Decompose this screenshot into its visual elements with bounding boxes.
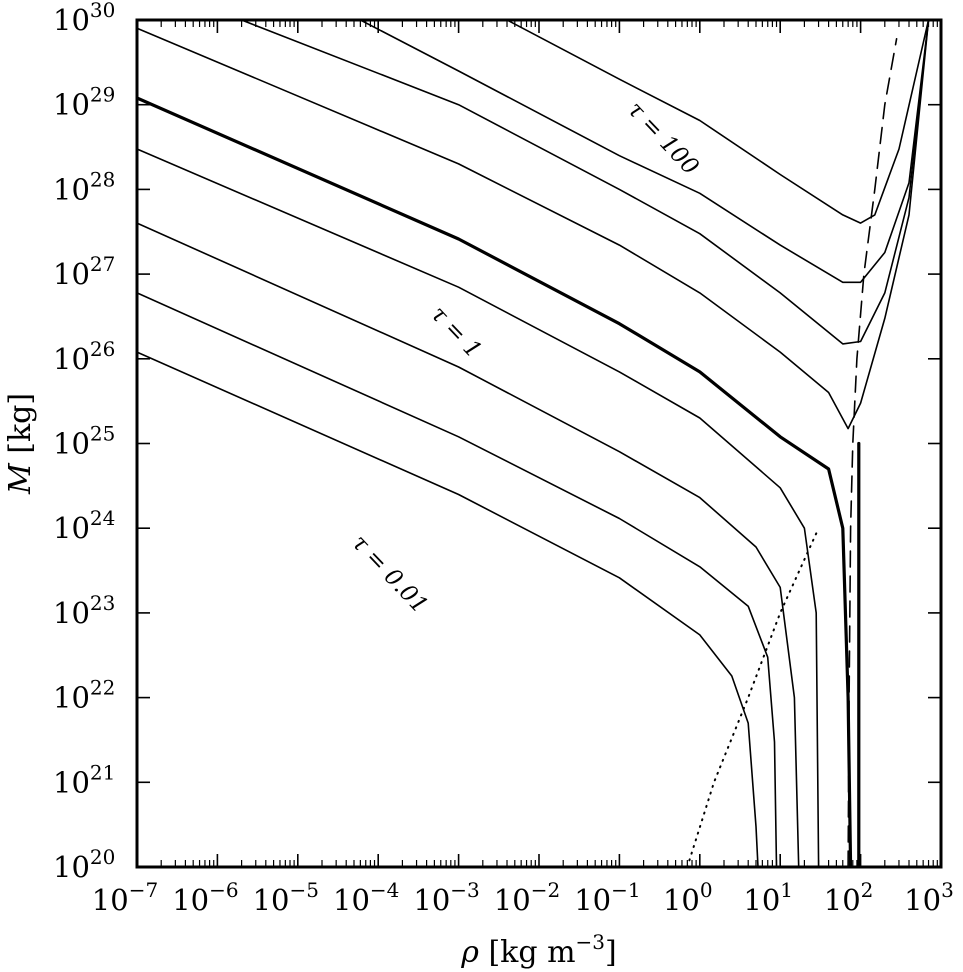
series-layer	[137, 20, 930, 867]
y-tick-label: 1030	[53, 0, 115, 37]
y-tick-label: 1023	[53, 591, 115, 630]
y-tick-label: 1028	[53, 167, 115, 206]
x-tick-label: 103	[904, 878, 954, 917]
x-tick-label: 102	[824, 878, 874, 917]
x-tick-label: 101	[743, 878, 793, 917]
series-line-1	[137, 351, 759, 867]
series-line-5	[137, 96, 853, 867]
y-tick-label: 1029	[53, 83, 115, 122]
series-line-6	[137, 20, 930, 430]
series-line-10	[847, 38, 898, 867]
x-tick-label: 100	[663, 878, 713, 917]
series-line-8	[359, 20, 930, 284]
series-line-9	[506, 20, 930, 224]
x-tick-label: 10−2	[494, 878, 560, 917]
y-tick-label: 1020	[53, 845, 115, 884]
series-line-3	[137, 222, 800, 867]
x-axis-label: ρ [kg m−3]	[460, 930, 616, 970]
series-line-4	[137, 148, 820, 867]
y-tick-label: 1022	[53, 676, 115, 715]
annotation-label-1: τ = 100	[622, 97, 703, 181]
x-tick-label: 10−7	[92, 878, 158, 917]
axes-layer: 10−7 10−6 10−5 10−4 10−3 10−2 10−1 100 101 102 103…	[3, 0, 954, 970]
x-tick-label: 10−3	[413, 878, 479, 917]
y-tick-label: 1024	[53, 506, 115, 545]
y-tick-label: 1026	[53, 337, 115, 376]
annotation-label-3: τ = 0.01	[347, 530, 433, 619]
annot-layer: τ = 100 τ = 1 τ = 0.01	[347, 97, 704, 619]
x-tick-label: 10−4	[333, 878, 399, 917]
x-tick-label: 10−6	[172, 878, 238, 917]
series-line-7	[240, 20, 930, 345]
y-tick-label: 1025	[53, 422, 115, 461]
y-tick-label: 1027	[53, 252, 115, 291]
annotation-label-2: τ = 1	[425, 301, 486, 363]
y-tick-label: 1021	[53, 760, 115, 799]
series-line-2	[137, 292, 778, 867]
x-tick-label: 10−1	[574, 878, 640, 917]
x-tick-label: 10−5	[253, 878, 319, 917]
y-axis-label: M [kg]	[3, 393, 38, 495]
series-line-11	[686, 527, 820, 867]
